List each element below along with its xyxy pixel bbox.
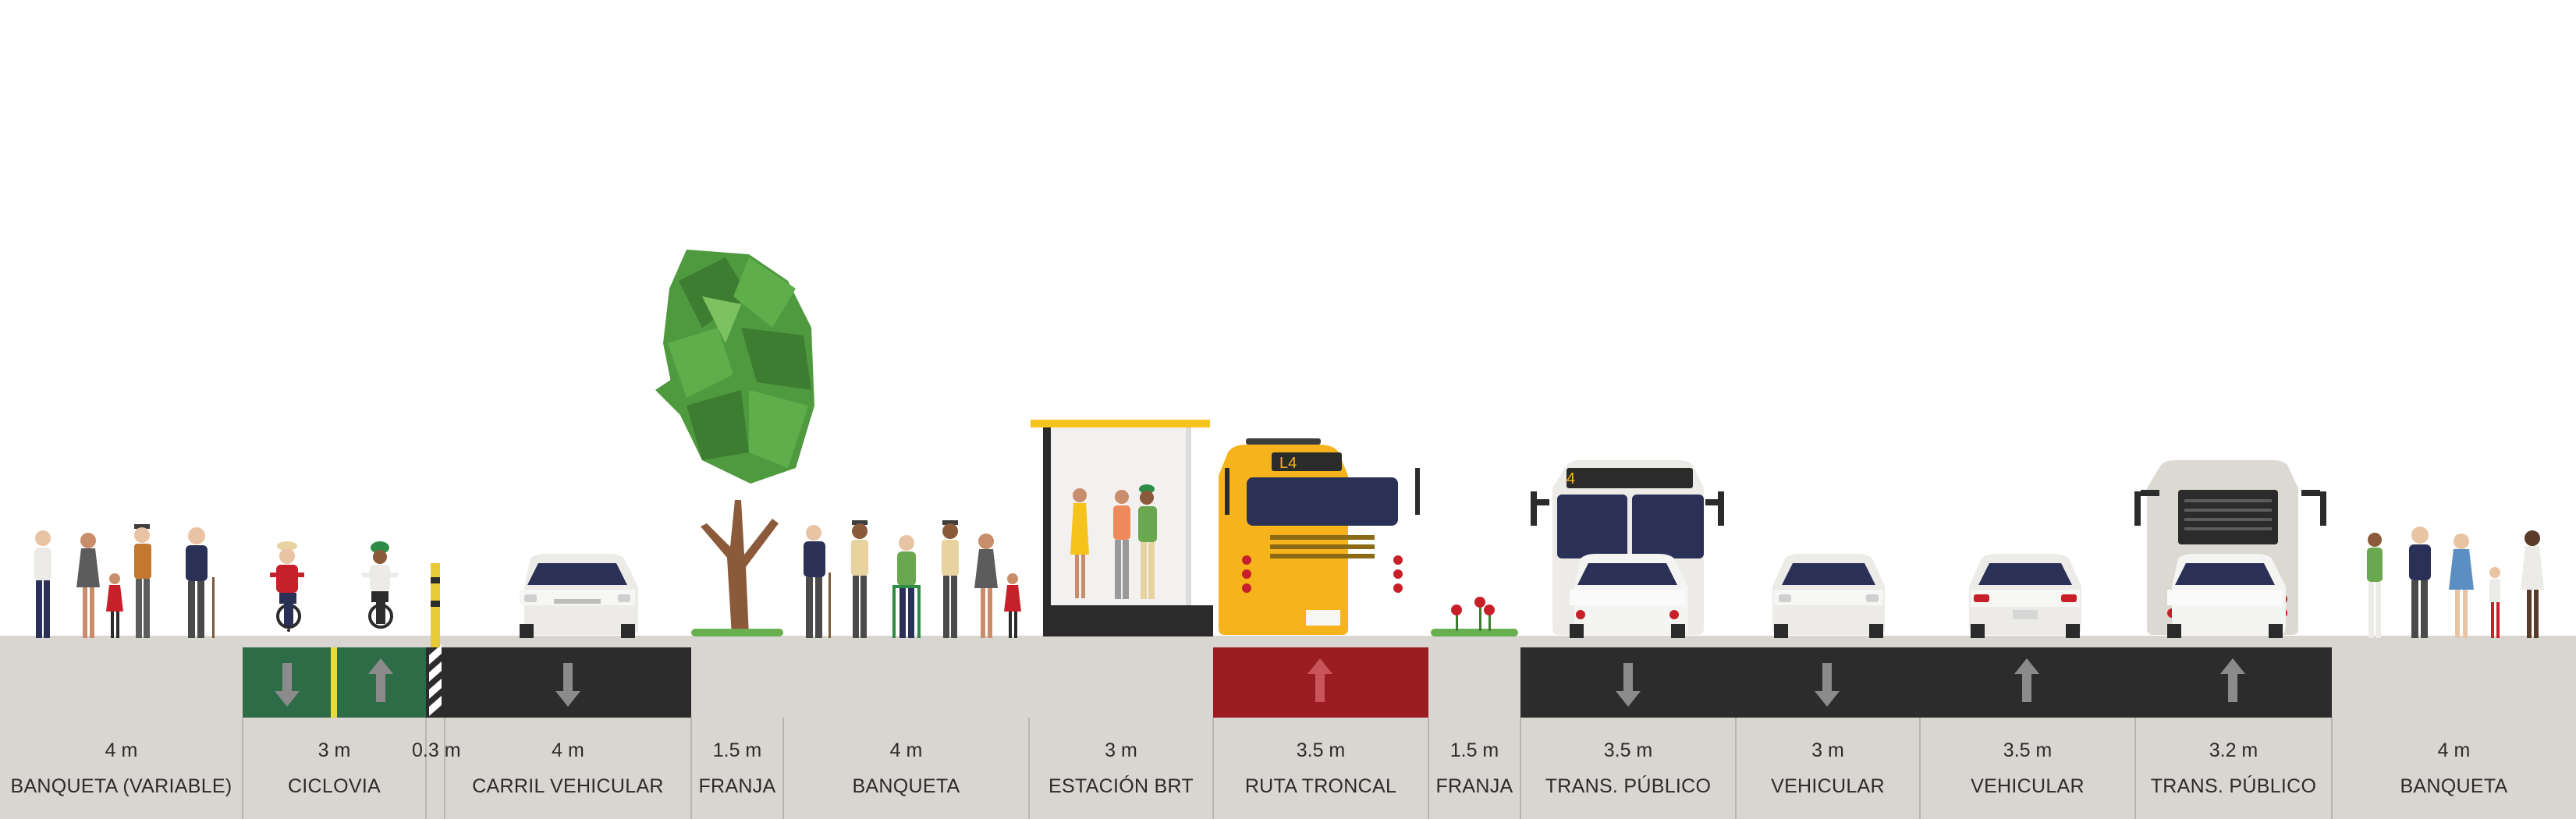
segment-label: BANQUETA: [852, 775, 960, 797]
pedestrian-icon: [134, 524, 151, 638]
segment-width: 1.5 m: [1449, 739, 1499, 761]
segment-width: 3.2 m: [2209, 739, 2258, 761]
pedestrian-icon: [1004, 573, 1021, 638]
lane-arrow-icon: [368, 658, 393, 702]
segment-width: 4 m: [105, 739, 138, 761]
segment-width: 3 m: [1811, 739, 1844, 761]
segment-dividers: [242, 718, 2333, 819]
segment-label: ESTACIÓN BRT: [1048, 775, 1194, 797]
segment-width: 4 m: [889, 739, 923, 761]
segment-label: BANQUETA: [2400, 775, 2508, 797]
pedestrian-icon: [942, 520, 959, 638]
lane-arrow-icon: [1616, 663, 1641, 707]
pedestrian-icon: [2367, 533, 2383, 638]
pedestrian-icon: [76, 533, 100, 638]
segment-width: 4 m: [552, 739, 584, 761]
pedestrian-icon: [804, 525, 831, 638]
brt-station-icon: [1031, 420, 1213, 636]
car-icon: [1772, 554, 1885, 638]
bike-lane-center-line: [331, 647, 337, 718]
lane-arrow-icon: [2220, 658, 2245, 702]
cyclist-icon: [270, 541, 304, 632]
pedestrian-icon: [106, 573, 123, 638]
lane-arrow-icon: [1815, 663, 1840, 707]
brt-bus-icon: L4: [1219, 438, 1420, 635]
segment-label: TRANS. PÚBLICO: [2150, 775, 2317, 797]
pedestrian-icon: [34, 530, 51, 638]
bus-icon: 4: [1531, 460, 1724, 638]
segment-label: CARRIL VEHICULAR: [472, 775, 664, 797]
lane-arrow-icon: [275, 663, 300, 707]
segment-label: VEHICULAR: [1971, 775, 2085, 797]
segment-label: CICLOVIA: [287, 775, 381, 797]
bus-icon: [2134, 460, 2326, 638]
car-icon: [1969, 554, 2081, 638]
lane-arrow-icon: [2014, 658, 2039, 702]
segment-label: FRANJA: [1435, 775, 1513, 797]
vehicle-lanes-surface: [1520, 647, 2332, 718]
bollard-icon: [431, 563, 440, 647]
segment-label: RUTA TRONCAL: [1244, 775, 1397, 797]
segment-width: 3.5 m: [1603, 739, 1653, 761]
lane-arrow-icon: [555, 663, 580, 707]
pedestrian-icon: [974, 534, 998, 638]
segment-label: FRANJA: [698, 775, 776, 797]
segment-width: 3 m: [1105, 739, 1137, 761]
pedestrian-icon: [892, 535, 921, 638]
flowers-icon: [1431, 597, 1518, 636]
pedestrian-icon: [2489, 567, 2500, 638]
segment-width: 1.5 m: [712, 739, 762, 761]
segment-width: 3.5 m: [1296, 739, 1346, 761]
brt-bus-sign: L4: [1279, 455, 1297, 472]
segment-label: TRANS. PÚBLICO: [1545, 775, 1712, 797]
segment-label: VEHICULAR: [1771, 775, 1885, 797]
segment-width: 3 m: [318, 739, 351, 761]
pedestrian-icon: [186, 527, 215, 638]
segment-width: 4 m: [2437, 739, 2471, 761]
lane-arrow-icon: [1308, 658, 1332, 702]
segment-label: BANQUETA (VARIABLE): [10, 775, 232, 797]
pedestrian-icon: [2409, 526, 2431, 638]
car-icon: [520, 554, 638, 638]
buffer-stripes: [429, 644, 442, 716]
cyclist-icon: [362, 541, 398, 629]
segment-width: 3.5 m: [2003, 739, 2053, 761]
pedestrian-icon: [2521, 530, 2544, 638]
segment-width: 0.3 m: [412, 739, 461, 761]
pedestrian-icon: [851, 520, 868, 638]
tree-icon: [655, 250, 814, 636]
bus-sign: 4: [1567, 470, 1575, 488]
pedestrian-icon: [2449, 534, 2474, 638]
